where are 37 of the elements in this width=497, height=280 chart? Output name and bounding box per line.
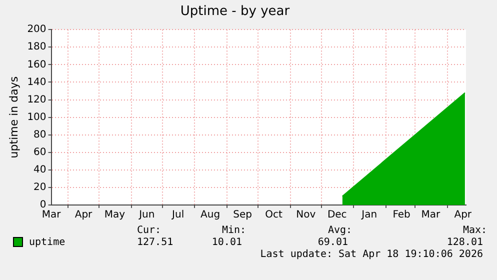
y-tick-label: 200 bbox=[27, 24, 46, 36]
text: 10.01 bbox=[212, 237, 242, 248]
y-tick-label: 140 bbox=[27, 76, 46, 88]
chart-title: Uptime - by year bbox=[180, 4, 290, 20]
x-tick-label: Sep bbox=[233, 210, 252, 221]
legend-label: uptime bbox=[28, 237, 66, 248]
x-tick-label: Apr bbox=[454, 210, 472, 221]
x-tick-label: Jun bbox=[138, 210, 155, 221]
x-tick-label: Nov bbox=[296, 210, 316, 221]
text: Min: bbox=[222, 225, 246, 236]
text: Last update: Sat Apr 18 19:10:06 2026 bbox=[260, 249, 483, 260]
y-tick-label: 180 bbox=[27, 42, 46, 53]
x-tick-label: May bbox=[104, 210, 126, 221]
x-tick-label: Apr bbox=[74, 210, 94, 221]
y-tick-label: 120 bbox=[27, 94, 46, 106]
x-tick-label: Jan bbox=[360, 210, 378, 221]
x-tick-label: Mar bbox=[421, 210, 441, 221]
y-tick-label: 100 bbox=[27, 112, 46, 123]
text: Cur: bbox=[137, 225, 162, 236]
y-tick-label: 60 bbox=[34, 146, 46, 158]
y-axis-title: uptime in days bbox=[7, 76, 20, 158]
x-tick-label: Dec bbox=[327, 210, 347, 221]
y-tick-label: 20 bbox=[34, 182, 46, 194]
y-tick-label: 160 bbox=[27, 59, 46, 70]
text: 127.51 bbox=[137, 237, 174, 248]
text: 128.01 bbox=[446, 237, 483, 248]
x-tick-label: Aug bbox=[200, 210, 220, 221]
y-tick-label: 80 bbox=[34, 129, 46, 140]
text: 69.01 bbox=[318, 237, 348, 248]
text: Max: bbox=[463, 225, 488, 236]
x-tick-label: Mar bbox=[42, 210, 62, 221]
x-tick-label: Oct bbox=[265, 210, 282, 221]
x-tick-label: Jul bbox=[171, 210, 184, 221]
text: Avg: bbox=[328, 225, 352, 236]
y-tick-label: 0 bbox=[40, 200, 46, 211]
y-tick-label: 40 bbox=[34, 164, 46, 176]
x-tick-label: Feb bbox=[392, 210, 410, 221]
